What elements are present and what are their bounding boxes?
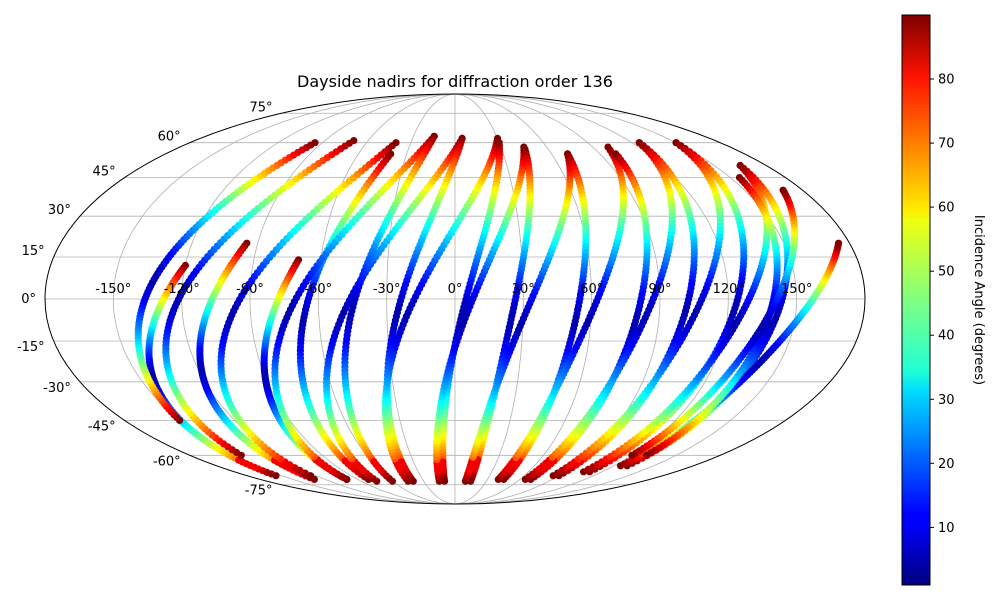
colorbar-tick-label: 20 bbox=[938, 457, 955, 472]
latitude-tick-label: 45° bbox=[93, 165, 116, 180]
data-point bbox=[392, 139, 400, 147]
data-point bbox=[441, 477, 449, 485]
latitude-tick-label: -60° bbox=[153, 454, 181, 469]
longitude-tick-label: 30° bbox=[512, 282, 535, 297]
colorbar-tick-label: 10 bbox=[938, 521, 955, 536]
colorbar-tick-label: 50 bbox=[938, 265, 955, 280]
data-point bbox=[835, 239, 843, 247]
longitude-tick-label: 60° bbox=[580, 282, 603, 297]
latitude-tick-label: -45° bbox=[88, 419, 116, 434]
data-point bbox=[779, 186, 787, 194]
data-point bbox=[301, 469, 309, 477]
latitude-tick-label: -30° bbox=[43, 381, 71, 396]
data-point bbox=[409, 477, 417, 485]
latitude-tick-label: 30° bbox=[48, 203, 71, 218]
latitude-tick-label: 60° bbox=[158, 130, 181, 145]
colorbar-tick-label: 30 bbox=[938, 393, 955, 408]
colorbar-tick-label: 70 bbox=[938, 137, 955, 152]
longitude-tick-label: 0° bbox=[448, 282, 463, 297]
latitude-tick-labels: -75° -60° -45° -30° -15° 0° 15° 30° 45° 60° 75° bbox=[17, 100, 273, 498]
latitude-tick-label: -75° bbox=[245, 484, 273, 499]
latitude-tick-label: -15° bbox=[17, 340, 45, 355]
longitude-tick-label: -60° bbox=[304, 282, 332, 297]
colorbar-label: Incidence Angle (degrees) bbox=[971, 215, 986, 385]
longitude-tick-label: -90° bbox=[236, 282, 264, 297]
data-point bbox=[311, 139, 319, 147]
data-point bbox=[272, 472, 280, 480]
colorbar-tick-label: 60 bbox=[938, 201, 955, 216]
data-point bbox=[307, 472, 315, 480]
colorbar bbox=[901, 14, 931, 586]
longitude-tick-label: -150° bbox=[95, 282, 131, 297]
longitude-tick-label: -120° bbox=[164, 282, 200, 297]
longitude-tick-label: 150° bbox=[781, 282, 812, 297]
data-point bbox=[350, 137, 358, 145]
graticule bbox=[45, 94, 865, 504]
colorbar-ticks: 10 20 30 40 50 60 70 80 bbox=[930, 73, 955, 536]
colorbar-tick-label: 40 bbox=[938, 329, 955, 344]
latitude-tick-label: 0° bbox=[21, 292, 36, 307]
data-point bbox=[604, 143, 612, 151]
longitude-tick-label: -30° bbox=[373, 282, 401, 297]
longitude-tick-label: 90° bbox=[648, 282, 671, 297]
latitude-tick-label: 15° bbox=[22, 244, 45, 259]
data-point bbox=[643, 451, 651, 459]
longitude-tick-label: 120° bbox=[713, 282, 744, 297]
data-point bbox=[388, 477, 396, 485]
scatter-points bbox=[134, 132, 843, 485]
colorbar-tick-label: 80 bbox=[938, 73, 955, 88]
latitude-tick-label: 75° bbox=[249, 100, 272, 115]
map-boundary bbox=[44, 93, 866, 505]
longitude-tick-labels: -150° -120° -90° -60° -30° 0° 30° 60° 90° 120° 150… bbox=[95, 282, 812, 297]
chart-title: Dayside nadirs for diffraction order 136 bbox=[297, 72, 613, 91]
